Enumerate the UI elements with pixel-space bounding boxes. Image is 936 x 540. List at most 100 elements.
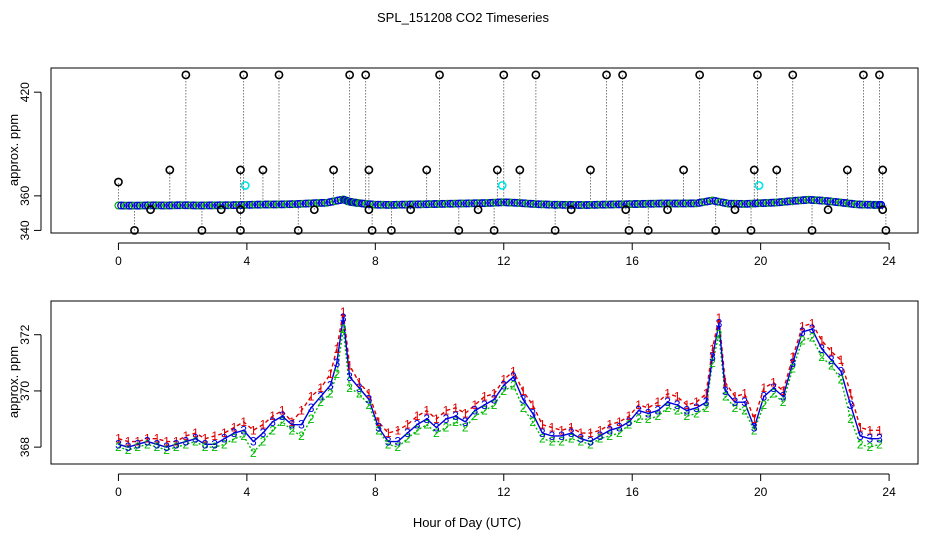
baseline-point: [826, 197, 835, 206]
series-point-2: 2: [134, 440, 141, 454]
series-point-1: 1: [183, 429, 190, 443]
open-marker: [454, 226, 464, 235]
baseline-point: [456, 199, 465, 208]
baseline-point: [266, 200, 275, 209]
series-point-1: 1: [333, 342, 340, 356]
baseline-point: [585, 200, 594, 209]
series-point-1: 1: [481, 390, 488, 404]
series-point-1: 1: [741, 387, 748, 401]
baseline-point: [272, 200, 281, 209]
baseline-point: [226, 201, 235, 210]
series-point-1: 1: [558, 423, 565, 437]
series-point-1: 1: [443, 404, 450, 418]
open-marker: [364, 205, 374, 215]
baseline-point: [842, 199, 851, 208]
series-point-3: 3: [154, 437, 161, 451]
baseline-point: [119, 201, 128, 210]
series-point-3: 3: [866, 432, 873, 446]
baseline-point: [398, 200, 407, 209]
baseline-point: [430, 200, 439, 209]
baseline-point: [553, 200, 562, 209]
baseline-point: [154, 201, 163, 210]
series-point-2: 2: [751, 423, 758, 437]
baseline-point: [301, 199, 310, 208]
series-point-3: 3: [346, 370, 353, 384]
baseline-point: [799, 196, 808, 205]
series-point-2: 2: [577, 435, 584, 449]
baseline-point: [133, 201, 142, 210]
baseline-point: [622, 200, 631, 209]
series-point-3: 3: [288, 418, 295, 432]
baseline-point: [759, 199, 768, 208]
baseline-point: [411, 200, 420, 209]
baseline-point: [762, 198, 771, 207]
series-point-2: 2: [144, 437, 151, 451]
series-point-2: 2: [857, 437, 864, 451]
baseline-point: [577, 201, 586, 210]
series-point-1: 1: [472, 398, 479, 412]
baseline-point: [146, 201, 155, 210]
baseline-point: [250, 200, 259, 209]
series-point-2: 2: [741, 404, 748, 418]
series-point-2: 2: [115, 440, 122, 454]
open-marker: [695, 70, 705, 80]
series-point-3: 3: [780, 390, 787, 404]
series-point-2: 2: [539, 432, 546, 446]
series-point-1: 1: [876, 423, 883, 437]
baseline-point: [539, 200, 548, 209]
series-point-1: 1: [818, 333, 825, 347]
series-point-3: 3: [716, 316, 723, 330]
baseline-point: [542, 200, 551, 209]
series-point-3: 3: [597, 429, 604, 443]
series-point-3: 3: [356, 381, 363, 395]
open-marker: [492, 165, 502, 175]
series-point-2: 2: [847, 412, 854, 426]
baseline-point: [253, 200, 262, 209]
series-point-3: 3: [500, 378, 507, 392]
baseline-point: [285, 200, 294, 209]
series-point-2: 2: [716, 328, 723, 342]
series-point-3: 3: [529, 406, 536, 420]
series-point-1: 1: [789, 350, 796, 364]
series-point-1: 1: [327, 367, 334, 381]
baseline-point: [459, 199, 468, 208]
baseline-point: [775, 198, 784, 207]
baseline-point: [277, 200, 286, 209]
series-point-1: 1: [240, 415, 247, 429]
baseline-point: [753, 199, 762, 208]
baseline-point: [598, 200, 607, 209]
baseline-point: [173, 201, 182, 210]
baseline-point: [499, 198, 508, 207]
series-point-3: 3: [240, 423, 247, 437]
open-marker: [679, 165, 688, 175]
baseline-point: [448, 199, 457, 208]
open-marker: [422, 165, 432, 175]
series-point-2: 2: [366, 398, 373, 412]
series-point-1: 1: [645, 401, 652, 415]
series-point-3: 3: [520, 392, 527, 406]
baseline-point: [192, 201, 201, 210]
series-point-2: 2: [549, 435, 556, 449]
series-point-1: 1: [549, 420, 556, 434]
open-marker: [643, 226, 653, 235]
top-x-tick-label: 16: [626, 254, 640, 268]
series-point-1: 1: [529, 398, 536, 412]
baseline-point: [440, 199, 449, 208]
series-point-2: 2: [770, 387, 777, 401]
baseline-point: [189, 201, 198, 210]
baseline-point: [258, 200, 267, 209]
series-point-3: 3: [847, 398, 854, 412]
open-marker: [499, 70, 509, 80]
series-point-3: 3: [789, 356, 796, 370]
series-point-1: 1: [308, 390, 315, 404]
series-point-1: 1: [414, 409, 421, 423]
baseline-point: [234, 201, 243, 210]
baseline-point: [684, 199, 693, 208]
series-point-2: 2: [568, 432, 575, 446]
top-x-tick-label: 4: [244, 254, 251, 268]
baseline-point: [652, 199, 661, 208]
highlight-marker: [240, 181, 250, 190]
baseline-point: [810, 196, 819, 205]
series-point-1: 1: [664, 387, 671, 401]
series-point-2: 2: [279, 415, 286, 429]
